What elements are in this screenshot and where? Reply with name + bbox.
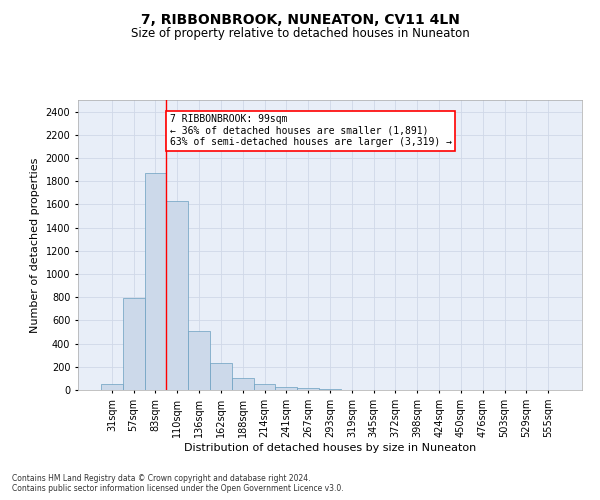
- Text: Contains public sector information licensed under the Open Government Licence v3: Contains public sector information licen…: [12, 484, 344, 493]
- Text: 7 RIBBONBROOK: 99sqm
← 36% of detached houses are smaller (1,891)
63% of semi-de: 7 RIBBONBROOK: 99sqm ← 36% of detached h…: [170, 114, 452, 147]
- Bar: [123, 298, 145, 390]
- Text: Contains HM Land Registry data © Crown copyright and database right 2024.: Contains HM Land Registry data © Crown c…: [12, 474, 311, 483]
- Bar: [319, 389, 341, 390]
- Bar: [145, 173, 166, 390]
- Text: 7, RIBBONBROOK, NUNEATON, CV11 4LN: 7, RIBBONBROOK, NUNEATON, CV11 4LN: [140, 12, 460, 26]
- Bar: [254, 384, 275, 390]
- Bar: [210, 362, 232, 390]
- Bar: [297, 388, 319, 390]
- X-axis label: Distribution of detached houses by size in Nuneaton: Distribution of detached houses by size …: [184, 442, 476, 452]
- Text: Size of property relative to detached houses in Nuneaton: Size of property relative to detached ho…: [131, 28, 469, 40]
- Bar: [188, 331, 210, 390]
- Bar: [166, 201, 188, 390]
- Bar: [101, 384, 123, 390]
- Bar: [232, 378, 254, 390]
- Y-axis label: Number of detached properties: Number of detached properties: [30, 158, 40, 332]
- Bar: [275, 387, 297, 390]
